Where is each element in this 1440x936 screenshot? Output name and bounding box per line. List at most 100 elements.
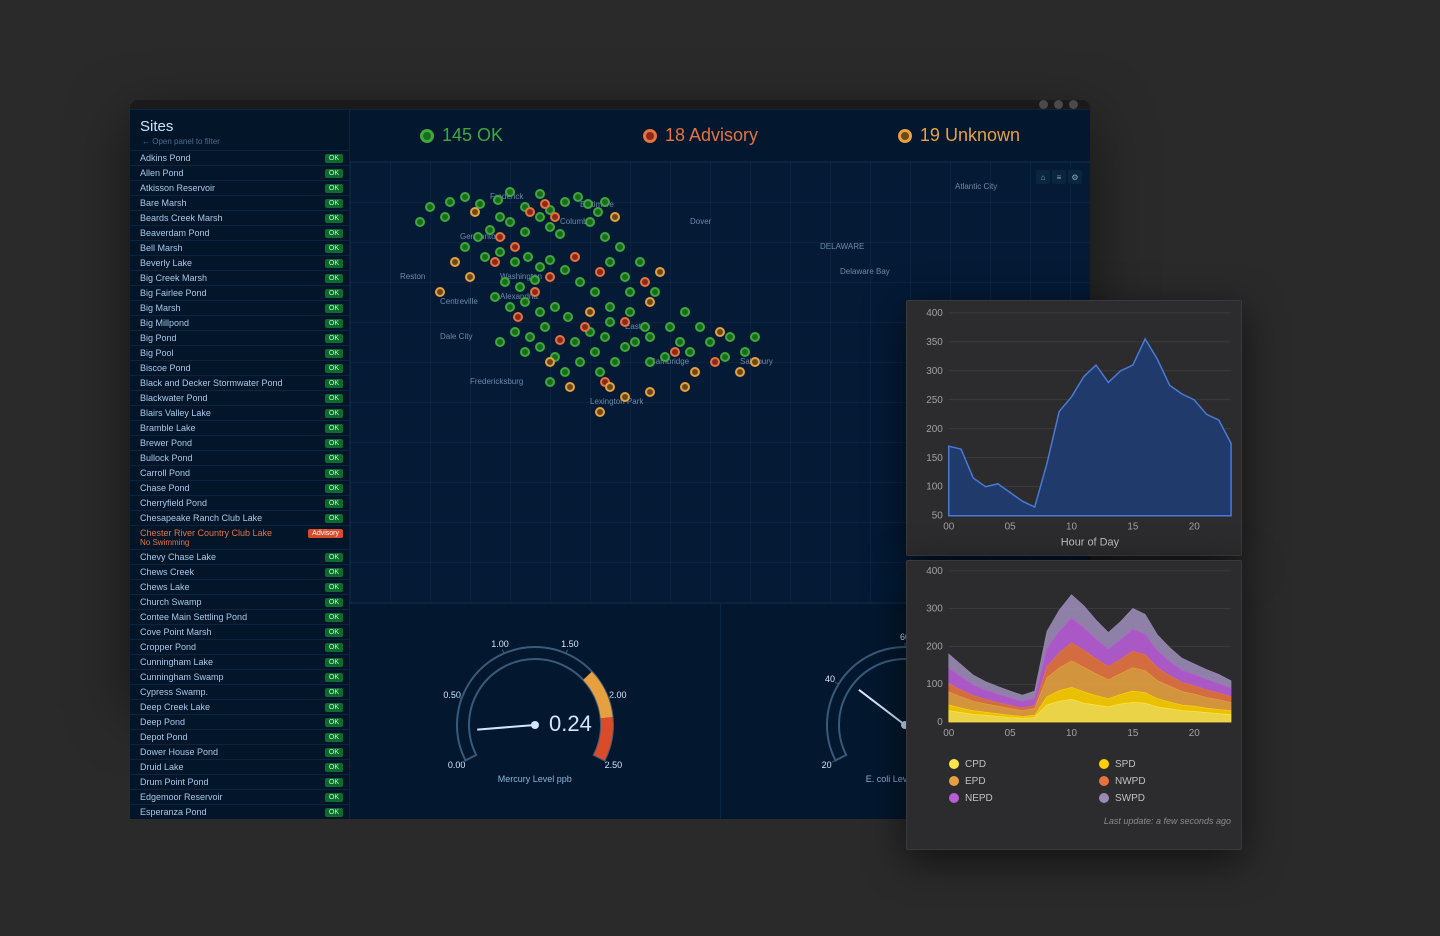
site-row[interactable]: Cove Point MarshOK — [130, 624, 349, 639]
map-marker-ok[interactable] — [425, 202, 435, 212]
map-marker-ok[interactable] — [600, 232, 610, 242]
map-marker-ok[interactable] — [535, 189, 545, 199]
map-marker-adv[interactable] — [580, 322, 590, 332]
site-row[interactable]: Atkisson ReservoirOK — [130, 180, 349, 195]
map-marker-ok[interactable] — [595, 367, 605, 377]
site-row[interactable]: Cherryfield PondOK — [130, 495, 349, 510]
map-marker-ok[interactable] — [525, 332, 535, 342]
map-tool-layers-icon[interactable]: ≡ — [1052, 170, 1066, 184]
map-marker-unk[interactable] — [450, 257, 460, 267]
map-marker-unk[interactable] — [465, 272, 475, 282]
map-marker-ok[interactable] — [520, 227, 530, 237]
map-marker-unk[interactable] — [610, 212, 620, 222]
site-row[interactable]: Drum Point PondOK — [130, 774, 349, 789]
map-marker-adv[interactable] — [545, 272, 555, 282]
status-ok[interactable]: 145 OK — [420, 125, 503, 146]
map-marker-ok[interactable] — [515, 282, 525, 292]
site-row[interactable]: Big PondOK — [130, 330, 349, 345]
site-row[interactable]: Big Creek MarshOK — [130, 270, 349, 285]
site-row[interactable]: Bramble LakeOK — [130, 420, 349, 435]
map-marker-ok[interactable] — [505, 187, 515, 197]
map-marker-ok[interactable] — [560, 367, 570, 377]
site-row[interactable]: Deep Creek LakeOK — [130, 699, 349, 714]
map-marker-ok[interactable] — [485, 225, 495, 235]
map-marker-ok[interactable] — [585, 217, 595, 227]
map-marker-ok[interactable] — [563, 312, 573, 322]
map-marker-adv[interactable] — [620, 317, 630, 327]
map-marker-unk[interactable] — [645, 297, 655, 307]
map-marker-ok[interactable] — [605, 317, 615, 327]
site-row[interactable]: Carroll PondOK — [130, 465, 349, 480]
legend-item[interactable]: CPD — [949, 759, 1059, 770]
map-marker-ok[interactable] — [545, 377, 555, 387]
map-marker-ok[interactable] — [680, 307, 690, 317]
map-marker-ok[interactable] — [490, 292, 500, 302]
site-row[interactable]: Allen PondOK — [130, 165, 349, 180]
site-row[interactable]: Chews LakeOK — [130, 579, 349, 594]
map-marker-ok[interactable] — [625, 287, 635, 297]
map-marker-ok[interactable] — [675, 337, 685, 347]
legend-item[interactable]: EPD — [949, 776, 1059, 787]
map-marker-ok[interactable] — [505, 302, 515, 312]
map-marker-ok[interactable] — [520, 297, 530, 307]
map-marker-unk[interactable] — [655, 267, 665, 277]
site-row[interactable]: Big MarshOK — [130, 300, 349, 315]
map-tool-home-icon[interactable]: ⌂ — [1036, 170, 1050, 184]
status-advisory[interactable]: 18 Advisory — [643, 125, 758, 146]
map-marker-ok[interactable] — [535, 262, 545, 272]
map-marker-adv[interactable] — [710, 357, 720, 367]
map-marker-ok[interactable] — [560, 197, 570, 207]
map-marker-ok[interactable] — [605, 302, 615, 312]
map-marker-ok[interactable] — [473, 232, 483, 242]
site-row[interactable]: Big MillpondOK — [130, 315, 349, 330]
map-marker-ok[interactable] — [630, 337, 640, 347]
map-marker-ok[interactable] — [660, 352, 670, 362]
site-row[interactable]: Cypress Swamp.OK — [130, 684, 349, 699]
map-marker-adv[interactable] — [495, 232, 505, 242]
site-row[interactable]: Deep PondOK — [130, 714, 349, 729]
map-marker-ok[interactable] — [620, 272, 630, 282]
map-marker-ok[interactable] — [530, 275, 540, 285]
map-marker-ok[interactable] — [545, 255, 555, 265]
map-marker-unk[interactable] — [585, 307, 595, 317]
map-marker-unk[interactable] — [715, 327, 725, 337]
map-marker-ok[interactable] — [640, 322, 650, 332]
map-marker-ok[interactable] — [520, 347, 530, 357]
map-marker-ok[interactable] — [550, 302, 560, 312]
map-marker-ok[interactable] — [750, 332, 760, 342]
map-marker-ok[interactable] — [440, 212, 450, 222]
map-marker-ok[interactable] — [555, 229, 565, 239]
map-marker-unk[interactable] — [470, 207, 480, 217]
map-marker-unk[interactable] — [645, 387, 655, 397]
map-marker-ok[interactable] — [600, 332, 610, 342]
map-marker-ok[interactable] — [545, 222, 555, 232]
map-marker-ok[interactable] — [540, 322, 550, 332]
site-row[interactable]: Cropper PondOK — [130, 639, 349, 654]
map-marker-unk[interactable] — [750, 357, 760, 367]
map-marker-ok[interactable] — [615, 242, 625, 252]
site-row[interactable]: Blackwater PondOK — [130, 390, 349, 405]
map-marker-adv[interactable] — [490, 257, 500, 267]
legend-item[interactable]: SPD — [1099, 759, 1209, 770]
map-marker-ok[interactable] — [480, 252, 490, 262]
map-marker-ok[interactable] — [460, 242, 470, 252]
map-marker-ok[interactable] — [560, 265, 570, 275]
site-row[interactable]: Blairs Valley LakeOK — [130, 405, 349, 420]
site-row[interactable]: Depot PondOK — [130, 729, 349, 744]
map-marker-ok[interactable] — [460, 192, 470, 202]
map-marker-unk[interactable] — [545, 357, 555, 367]
map-marker-adv[interactable] — [540, 199, 550, 209]
window-min-icon[interactable] — [1039, 100, 1048, 109]
site-row[interactable]: Brewer PondOK — [130, 435, 349, 450]
map-marker-adv[interactable] — [640, 277, 650, 287]
site-row[interactable]: Chesapeake Ranch Club LakeOK — [130, 510, 349, 525]
map-marker-unk[interactable] — [595, 407, 605, 417]
map-marker-ok[interactable] — [573, 192, 583, 202]
sites-sidebar[interactable]: Sites ← Open panel to filter Adkins Pond… — [130, 110, 350, 819]
map-marker-adv[interactable] — [510, 242, 520, 252]
map-marker-ok[interactable] — [523, 252, 533, 262]
map-tool-gear-icon[interactable]: ⚙ — [1068, 170, 1082, 184]
legend-item[interactable]: NWPD — [1099, 776, 1209, 787]
map-marker-adv[interactable] — [530, 287, 540, 297]
map-marker-ok[interactable] — [725, 332, 735, 342]
